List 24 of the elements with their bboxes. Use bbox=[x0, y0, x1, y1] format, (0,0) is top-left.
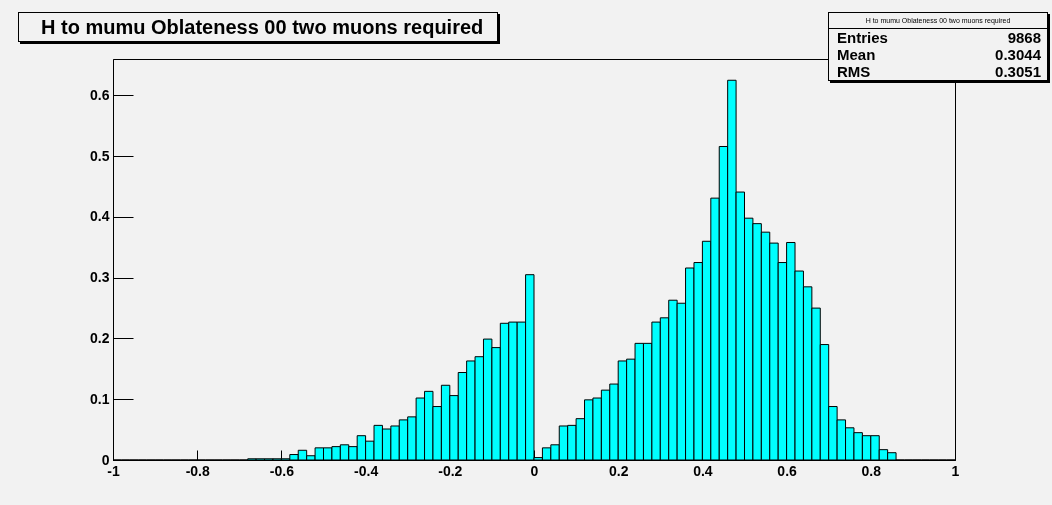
x-tick-label: 0.6 bbox=[777, 462, 798, 479]
text: 0.3051 bbox=[995, 63, 1041, 80]
y-tick-label: 0.6 bbox=[90, 86, 110, 103]
text: 0.3044 bbox=[995, 46, 1041, 63]
y-tick-label: 0 bbox=[101, 451, 110, 468]
y-tick-label: 0.1 bbox=[90, 390, 110, 407]
x-tick-label: 0.4 bbox=[693, 462, 713, 479]
x-tick-label: -0.4 bbox=[354, 462, 379, 479]
annotation: RMS bbox=[837, 63, 871, 80]
x-tick-label: -0.2 bbox=[438, 462, 463, 479]
y-tick-label: 0.3 bbox=[90, 269, 110, 286]
x-tick-label: 0.2 bbox=[608, 462, 629, 479]
x-tick-label: 0.8 bbox=[861, 462, 882, 479]
x-tick-label: 1 bbox=[951, 462, 960, 479]
chart-title: H to mumu Oblateness 00 two muons required bbox=[18, 12, 499, 42]
text: Entries bbox=[837, 29, 888, 46]
annotation: Mean bbox=[837, 46, 876, 63]
x-tick-label: -0.8 bbox=[185, 462, 210, 479]
y-tick-label: 0.2 bbox=[90, 329, 110, 346]
x-tick-label: -0.6 bbox=[269, 462, 295, 479]
y-tick-label: 0.5 bbox=[90, 147, 110, 164]
text: 9868 bbox=[1007, 29, 1041, 46]
y-tick-label: 0.4 bbox=[90, 208, 110, 225]
x-tick-label: 0 bbox=[530, 462, 539, 479]
